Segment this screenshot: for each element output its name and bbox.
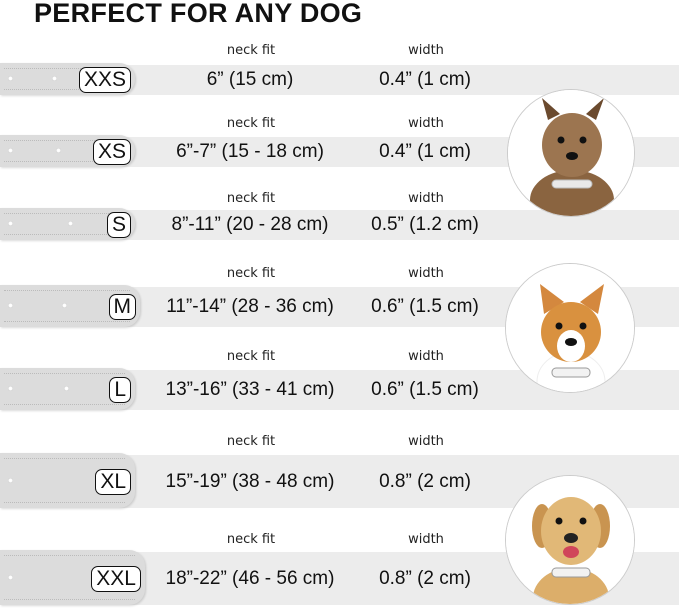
- width-label: width: [408, 43, 444, 58]
- neck-fit-label: neck fit: [226, 191, 276, 206]
- neck-fit-value: 6” (15 cm): [206, 69, 294, 90]
- small-terrier-photo: [507, 89, 635, 217]
- size-badge: XS: [92, 139, 131, 165]
- size-badge: XL: [95, 468, 131, 495]
- corgi-photo: [505, 263, 635, 393]
- neck-fit-label: neck fit: [226, 349, 276, 364]
- size-badge: S: [106, 212, 131, 238]
- width-value: 0.6” (1.5 cm): [371, 379, 479, 400]
- width-value: 0.4” (1 cm): [379, 141, 471, 162]
- neck-fit-label: neck fit: [226, 116, 276, 131]
- width-label: width: [408, 434, 444, 449]
- neck-fit-label: neck fit: [226, 434, 276, 449]
- width-label: width: [408, 266, 444, 281]
- width-value: 0.8” (2 cm): [379, 567, 471, 589]
- width-label: width: [408, 532, 444, 547]
- neck-fit-value: 13”-16” (33 - 41 cm): [165, 379, 335, 400]
- size-badge: L: [109, 377, 131, 403]
- width-label: width: [408, 116, 444, 131]
- neck-fit-value: 15”-19” (38 - 48 cm): [165, 470, 335, 492]
- size-badge: XXS: [78, 67, 131, 93]
- width-label: width: [408, 349, 444, 364]
- neck-fit-value: 6”-7” (15 - 18 cm): [176, 141, 324, 162]
- width-value: 0.5” (1.2 cm): [371, 214, 479, 235]
- neck-fit-value: 8”-11” (20 - 28 cm): [171, 214, 329, 235]
- labrador-photo: [505, 475, 635, 605]
- neck-fit-value: 18”-22” (46 - 56 cm): [165, 567, 335, 589]
- width-value: 0.4” (1 cm): [379, 69, 471, 90]
- width-label: width: [408, 191, 444, 206]
- size-badge: M: [108, 294, 136, 320]
- width-value: 0.8” (2 cm): [379, 470, 471, 492]
- page-title: PERFECT FOR ANY DOG: [34, 0, 363, 28]
- neck-fit-label: neck fit: [226, 532, 276, 547]
- neck-fit-label: neck fit: [226, 43, 276, 58]
- neck-fit-value: 11”-14” (28 - 36 cm): [166, 296, 334, 317]
- size-badge: XXL: [91, 565, 141, 592]
- width-value: 0.6” (1.5 cm): [371, 296, 479, 317]
- neck-fit-label: neck fit: [226, 266, 276, 281]
